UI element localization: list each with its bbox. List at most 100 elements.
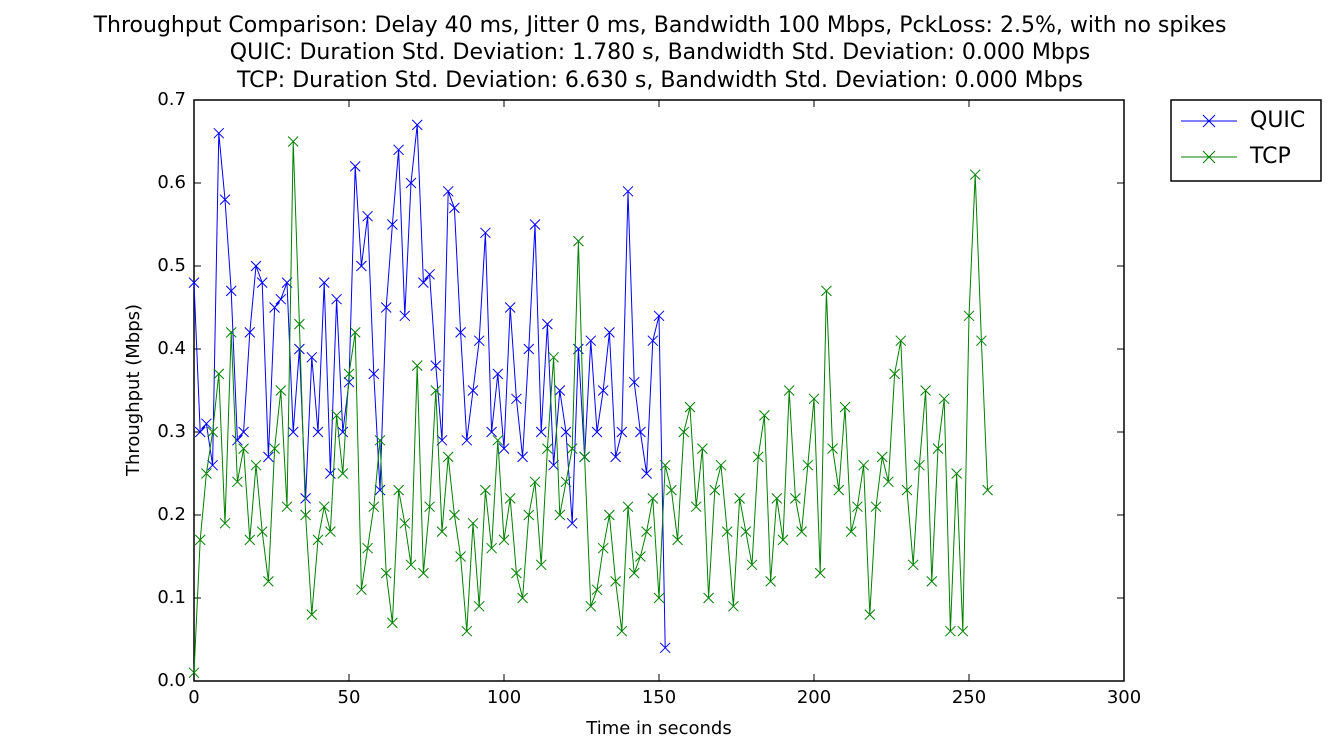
- point-marker: [405, 559, 417, 571]
- point-marker: [808, 393, 820, 405]
- point-marker: [232, 434, 243, 446]
- point-marker: [839, 401, 851, 413]
- point-marker: [461, 434, 473, 446]
- point-marker: [244, 327, 256, 338]
- point-marker: [306, 609, 318, 620]
- point-marker: [542, 318, 553, 330]
- point-marker: [244, 534, 256, 546]
- point-marker: [219, 194, 231, 205]
- point-marker: [554, 509, 566, 521]
- point-marker: [932, 443, 944, 454]
- point-marker: [511, 567, 522, 579]
- point-marker: [492, 434, 504, 446]
- point-marker: [263, 576, 274, 587]
- y-tick-label: 0.3: [157, 421, 186, 442]
- point-marker: [287, 426, 299, 438]
- point-marker: [579, 451, 590, 463]
- point-marker: [777, 534, 789, 546]
- point-marker: [566, 517, 578, 529]
- point-marker: [343, 368, 355, 380]
- point-marker: [473, 335, 485, 347]
- point-marker: [411, 119, 423, 131]
- point-marker: [256, 526, 268, 537]
- point-marker: [188, 277, 200, 288]
- point-marker: [449, 509, 460, 521]
- point-marker: [455, 551, 466, 562]
- point-marker: [647, 335, 659, 347]
- point-marker: [250, 260, 262, 272]
- point-marker: [337, 468, 349, 479]
- y-tick-label: 0.1: [157, 587, 186, 608]
- point-marker: [938, 393, 950, 405]
- point-marker: [616, 426, 628, 438]
- point-marker: [870, 501, 882, 513]
- y-tick-label: 0.6: [157, 172, 186, 193]
- point-marker: [666, 484, 677, 496]
- point-marker: [201, 418, 212, 430]
- point-marker: [418, 277, 429, 288]
- point-marker: [907, 559, 919, 571]
- point-marker: [281, 501, 293, 513]
- point-marker: [188, 667, 200, 679]
- point-marker: [511, 393, 522, 405]
- point-marker: [424, 501, 435, 513]
- point-marker: [672, 534, 683, 546]
- point-marker: [356, 260, 367, 272]
- x-tick-label: 50: [338, 687, 361, 708]
- point-marker: [591, 426, 603, 438]
- point-marker: [554, 385, 566, 396]
- point-marker: [331, 410, 342, 421]
- point-marker: [535, 426, 547, 438]
- point-marker: [232, 476, 243, 488]
- point-marker: [498, 443, 510, 454]
- point-marker: [368, 368, 380, 380]
- point-marker: [951, 468, 962, 479]
- point-marker: [517, 451, 528, 463]
- point-marker: [362, 210, 373, 222]
- point-marker: [610, 576, 621, 587]
- point-marker: [827, 443, 838, 454]
- point-marker: [442, 185, 454, 197]
- point-marker: [759, 410, 770, 421]
- point-marker: [876, 451, 888, 463]
- point-marker: [591, 584, 603, 596]
- point-marker: [318, 277, 330, 288]
- point-marker: [622, 501, 634, 513]
- point-marker: [914, 459, 925, 471]
- point-marker: [356, 584, 367, 596]
- point-marker: [287, 136, 299, 147]
- point-marker: [374, 484, 386, 496]
- point-marker: [393, 144, 404, 156]
- point-marker: [337, 426, 349, 438]
- point-marker: [219, 517, 231, 529]
- point-marker: [349, 161, 361, 172]
- point-marker: [269, 443, 280, 454]
- point-marker: [430, 360, 442, 371]
- point-marker: [597, 542, 609, 554]
- point-marker: [207, 426, 218, 438]
- point-marker: [529, 476, 541, 488]
- point-marker: [883, 476, 894, 488]
- point-marker: [734, 493, 745, 504]
- point-marker: [542, 443, 553, 454]
- point-marker: [864, 609, 876, 620]
- point-marker: [480, 227, 491, 239]
- point-marker: [895, 335, 907, 347]
- y-tick-label: 0.7: [157, 89, 186, 110]
- y-tick-label: 0.4: [157, 338, 186, 359]
- point-marker: [194, 426, 206, 438]
- y-tick-label: 0.5: [157, 255, 186, 276]
- x-tick-label: 150: [642, 687, 676, 708]
- point-marker: [659, 459, 671, 471]
- point-marker: [604, 327, 615, 338]
- legend-marker: [1202, 150, 1216, 164]
- chart-subtitle: QUIC: Duration Std. Deviation: 1.780 s, …: [230, 40, 1090, 65]
- x-tick-label: 100: [487, 687, 521, 708]
- point-marker: [504, 493, 516, 504]
- point-marker: [250, 459, 262, 471]
- point-marker: [325, 526, 336, 537]
- point-marker: [740, 526, 752, 537]
- y-axis-label: Throughput (Mbps): [123, 304, 144, 477]
